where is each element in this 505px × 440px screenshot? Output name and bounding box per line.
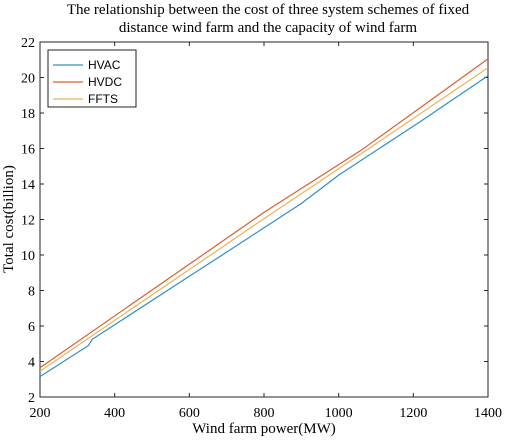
legend-box: [47, 49, 137, 108]
y-tick-label: 12: [21, 214, 35, 229]
y-tick-label: 4: [28, 356, 35, 371]
x-axis: 200 400 600 800 1000 1200 1400: [30, 42, 502, 421]
y-tick-label: 6: [28, 320, 35, 335]
y-tick-label: 2: [28, 391, 35, 406]
series-lines: [39, 58, 489, 378]
x-axis-label: Wind farm power(MW): [192, 421, 336, 437]
chart-title-line-2: distance wind farm and the capacity of w…: [119, 20, 418, 36]
x-tick-label: 200: [30, 406, 51, 421]
legend: HVAC HVDC FFTS: [47, 49, 137, 108]
legend-label-hvdc: HVDC: [88, 75, 122, 89]
y-axis-label: Total cost(billion): [1, 165, 17, 273]
y-axis: 2 4 6 8 10 12 14 16 18 20 22: [21, 36, 488, 406]
legend-label-ffts: FFTS: [88, 92, 118, 106]
chart-title-line-1: The relationship between the cost of thr…: [67, 2, 470, 18]
x-tick-label: 1400: [474, 406, 502, 421]
y-tick-label: 18: [21, 107, 35, 122]
x-tick-label: 1200: [399, 406, 427, 421]
y-tick-label: 14: [21, 178, 35, 193]
series-line-hvdc: [39, 58, 489, 369]
x-tick-label: 400: [104, 406, 125, 421]
y-tick-label: 20: [21, 72, 35, 87]
y-tick-label: 16: [21, 143, 35, 158]
legend-label-hvac: HVAC: [88, 58, 121, 72]
y-tick-label: 10: [21, 249, 35, 264]
y-tick-label: 8: [28, 285, 35, 300]
series-line-ffts: [39, 67, 489, 372]
y-tick-label: 22: [21, 36, 35, 51]
x-tick-label: 1000: [325, 406, 353, 421]
x-tick-label: 600: [179, 406, 200, 421]
series-line-hvac: [39, 75, 489, 378]
x-tick-label: 800: [254, 406, 275, 421]
